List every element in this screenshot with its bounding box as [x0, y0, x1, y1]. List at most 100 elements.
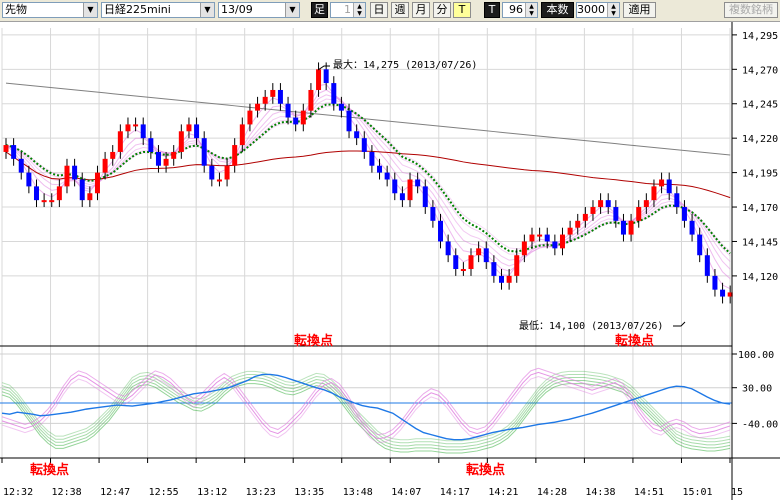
spinner-icon[interactable]: ▲ ▼ [607, 3, 619, 17]
max-annotation: 最大：14,275 (2013/07/26) [333, 58, 477, 71]
spinner-icon[interactable]: ▲ ▼ [353, 3, 365, 17]
time-tick-label: 12:55 [149, 487, 179, 498]
candle-up [224, 165, 230, 180]
candle-up [567, 227, 573, 235]
turning-point-label: 転換点 [294, 333, 333, 349]
candle-up [133, 124, 139, 127]
candle-down [689, 220, 695, 235]
time-tick-label: 12:32 [3, 487, 33, 498]
candle-up [407, 179, 413, 201]
candle-up [216, 179, 222, 182]
candle-down [209, 165, 215, 180]
candle-down [552, 241, 558, 249]
candle-down [285, 103, 291, 118]
time-tick-label: 15:01 [682, 487, 712, 498]
candle-up [468, 255, 474, 270]
candle-up [559, 234, 565, 249]
candle-up [270, 89, 276, 97]
candle-down [72, 165, 78, 180]
osc-green-line [1, 370, 731, 442]
candle-down [498, 275, 504, 283]
candle-down [338, 103, 344, 111]
month-button[interactable]: 月 [412, 2, 430, 18]
time-tick-label: 14:21 [488, 487, 518, 498]
symbol-select[interactable]: 日経225mini ▼ [101, 2, 215, 18]
ma-ribbon-line [5, 89, 731, 280]
compare-button[interactable]: 複数銘柄 [724, 2, 778, 18]
candle-up [186, 124, 192, 132]
time-tick-label: 15 [731, 487, 743, 498]
osc-green-line [1, 373, 731, 445]
candle-up [56, 186, 62, 201]
minutes-field[interactable]: 1 ▲ ▼ [330, 2, 366, 18]
count2-field-value: 3000 [577, 3, 605, 16]
candle-down [720, 289, 726, 297]
count1-field[interactable]: 96 ▲ ▼ [502, 2, 538, 18]
candle-up [64, 165, 70, 187]
candlesticks [3, 62, 733, 304]
week-button[interactable]: 週 [391, 2, 409, 18]
candle-up [651, 186, 657, 201]
price-tick-label: 14,220 [742, 134, 778, 145]
candle-down [605, 200, 611, 208]
chevron-down-icon: ▼ [200, 3, 214, 17]
candle-up [232, 145, 238, 166]
candle-up [582, 213, 588, 221]
price-tick-label: 14,120 [742, 272, 778, 283]
apply-button[interactable]: 適用 [623, 2, 656, 18]
market-select[interactable]: 先物 ▼ [2, 2, 98, 18]
candle-up [460, 269, 466, 272]
candle-down [11, 145, 17, 159]
candle-up [110, 151, 116, 159]
day-button[interactable]: 日 [370, 2, 388, 18]
candle-down [155, 151, 161, 166]
candle-up [514, 255, 520, 276]
osc-tick-label: 30.00 [742, 384, 772, 395]
moving-averages [5, 82, 731, 290]
candle-down [681, 207, 687, 221]
candle-up [659, 179, 665, 187]
osc-tick-label: 100.00 [738, 350, 774, 361]
candle-down [377, 165, 383, 173]
osc-pink-line [1, 367, 731, 436]
contract-select[interactable]: 13/09 ▼ [218, 2, 300, 18]
candle-down [445, 241, 451, 256]
minute-button[interactable]: 分 [433, 2, 451, 18]
candle-down [277, 89, 283, 104]
candle-down [430, 207, 436, 221]
candle-up [247, 110, 253, 125]
candle-up [628, 220, 634, 235]
price-tick-label: 14,270 [742, 65, 778, 76]
candle-down [354, 131, 360, 139]
price-tick-label: 14,170 [742, 203, 778, 214]
candle-up [308, 89, 314, 111]
chevron-down-icon: ▼ [285, 3, 299, 17]
candle-down [438, 220, 444, 242]
ma-ribbon-line [5, 94, 731, 270]
candle-down [453, 255, 459, 270]
candle-down [613, 207, 619, 221]
time-tick-label: 14:17 [440, 487, 470, 498]
t-label: T [484, 2, 500, 18]
spinner-icon[interactable]: ▲ ▼ [525, 3, 537, 17]
count2-field[interactable]: 3000 ▲ ▼ [576, 2, 620, 18]
time-tick-label: 14:07 [391, 487, 421, 498]
candle-up [94, 172, 100, 194]
time-tick-label: 12:47 [100, 487, 130, 498]
candle-up [3, 145, 9, 152]
ma-long-red [5, 150, 731, 199]
time-tick-label: 13:12 [197, 487, 227, 498]
candle-down [399, 193, 405, 201]
tick-button[interactable]: T [453, 2, 471, 18]
candle-up [125, 124, 131, 132]
osc-green-line [1, 383, 731, 454]
candle-up [529, 234, 535, 242]
minutes-field-value: 1 [344, 3, 351, 16]
time-tick-label: 13:35 [294, 487, 324, 498]
time-tick-label: 14:38 [585, 487, 615, 498]
price-tick-label: 14,245 [742, 100, 778, 111]
time-tick-label: 13:48 [343, 487, 373, 498]
candle-up [178, 131, 184, 152]
candle-up [590, 207, 596, 214]
